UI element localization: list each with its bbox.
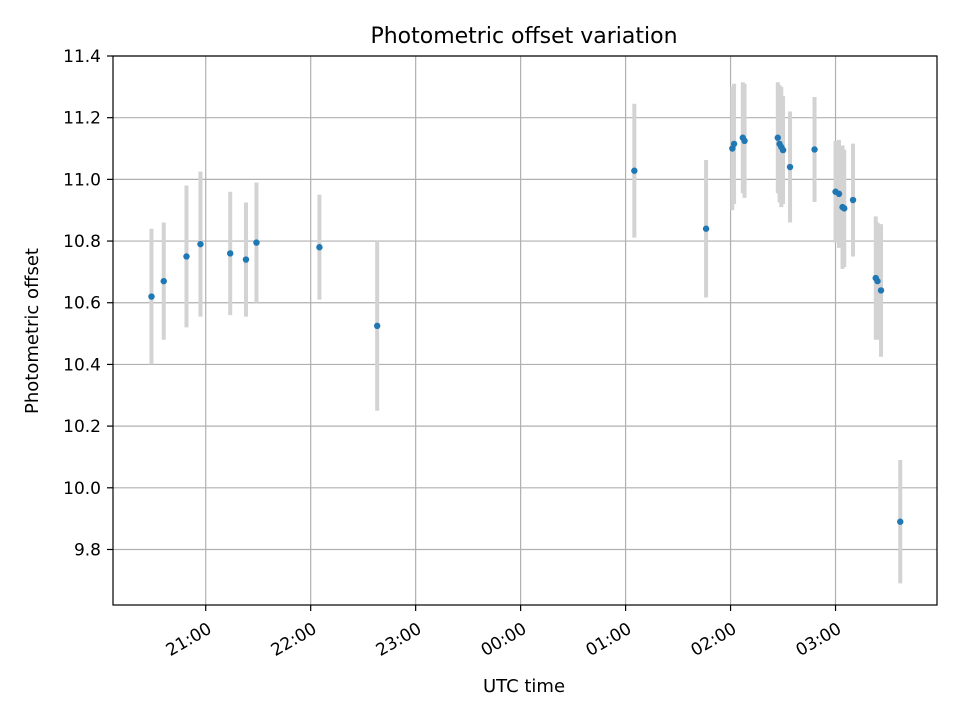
data-point xyxy=(160,277,167,285)
data-point xyxy=(242,256,250,263)
y-tick-label: 10.8 xyxy=(63,232,101,252)
data-point xyxy=(197,240,204,248)
y-tick-label: 10.2 xyxy=(63,417,101,437)
x-axis-label: UTC time xyxy=(483,676,565,697)
data-point xyxy=(702,225,710,232)
data-point xyxy=(148,293,155,300)
data-point xyxy=(811,146,818,153)
chart-title: Photometric offset variation xyxy=(370,24,677,49)
data-point xyxy=(373,322,381,330)
data-point xyxy=(631,167,638,174)
y-tick-label: 9.8 xyxy=(74,540,101,560)
y-tick-label: 11.0 xyxy=(63,170,101,190)
data-point xyxy=(774,134,781,141)
y-tick-label: 10.0 xyxy=(63,479,101,499)
data-point xyxy=(183,253,190,260)
data-point xyxy=(849,196,857,204)
data-point xyxy=(730,140,738,148)
data-point xyxy=(835,190,843,198)
y-tick-label: 11.2 xyxy=(63,109,101,129)
data-point xyxy=(786,163,794,171)
grid xyxy=(113,55,937,605)
data-point xyxy=(316,244,323,251)
y-tick-label: 10.6 xyxy=(63,294,101,314)
y-tick-label: 11.4 xyxy=(63,47,101,67)
y-tick-label: 10.4 xyxy=(63,355,101,375)
data-point xyxy=(874,277,881,285)
data-point xyxy=(253,239,260,246)
data-point xyxy=(779,146,787,154)
data-point xyxy=(877,287,885,294)
data-point xyxy=(841,205,848,212)
data-point xyxy=(227,250,234,257)
data-point xyxy=(741,137,748,145)
data-point xyxy=(897,518,904,525)
axes-frame xyxy=(112,55,938,606)
data-points xyxy=(148,134,904,525)
y-axis-label: Photometric offset xyxy=(22,248,43,414)
